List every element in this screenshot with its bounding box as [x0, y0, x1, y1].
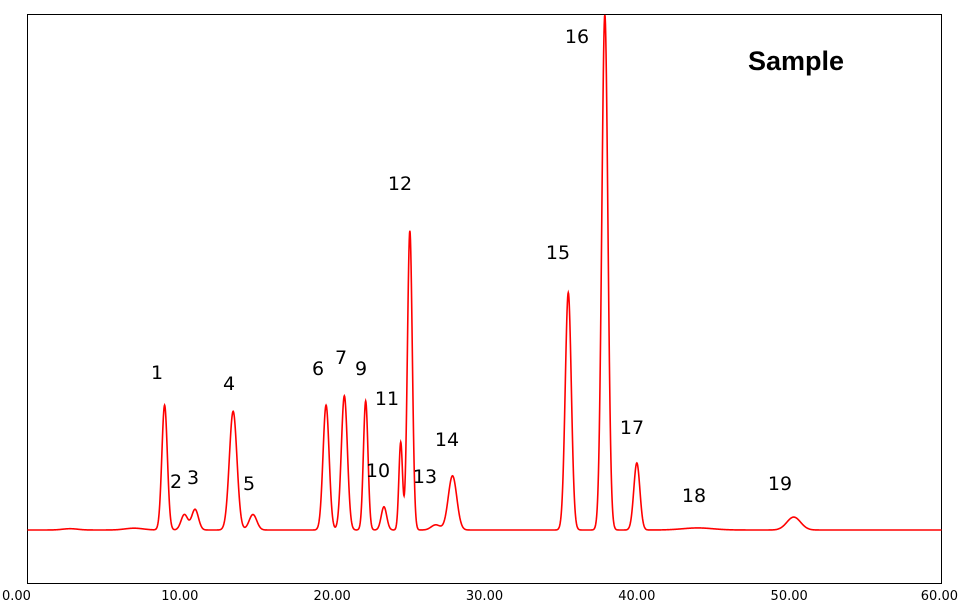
plot-area [27, 14, 942, 531]
x-tick-label: 60.00 [921, 589, 958, 604]
peak-label-10: 10 [366, 460, 390, 482]
x-tick-label: 50.00 [771, 589, 808, 604]
peak-label-16: 16 [565, 26, 589, 48]
peak-label-1: 1 [151, 362, 163, 384]
x-tick-label: 0.00 [2, 589, 31, 604]
chart-title: Sample [748, 46, 844, 76]
x-tick-label: 30.00 [466, 589, 503, 604]
chromatogram-trace [27, 14, 942, 531]
plot-frame [27, 14, 942, 584]
peak-label-6: 6 [312, 358, 324, 380]
peak-label-19: 19 [768, 473, 792, 495]
peak-label-2: 2 [170, 471, 182, 493]
peak-label-5: 5 [243, 473, 255, 495]
peak-label-18: 18 [682, 485, 706, 507]
peak-label-14: 14 [435, 429, 459, 451]
x-tick-label: 20.00 [314, 589, 351, 604]
peak-label-13: 13 [413, 466, 437, 488]
peak-label-7: 7 [335, 347, 347, 369]
peak-label-12: 12 [388, 173, 412, 195]
peak-label-15: 15 [546, 242, 570, 264]
peak-label-17: 17 [620, 417, 644, 439]
x-tick-label: 10.00 [161, 589, 198, 604]
peak-label-3: 3 [187, 467, 199, 489]
peak-label-11: 11 [375, 388, 399, 410]
x-tick-label: 40.00 [618, 589, 655, 604]
peak-label-4: 4 [223, 373, 235, 395]
peak-label-9: 9 [355, 358, 367, 380]
